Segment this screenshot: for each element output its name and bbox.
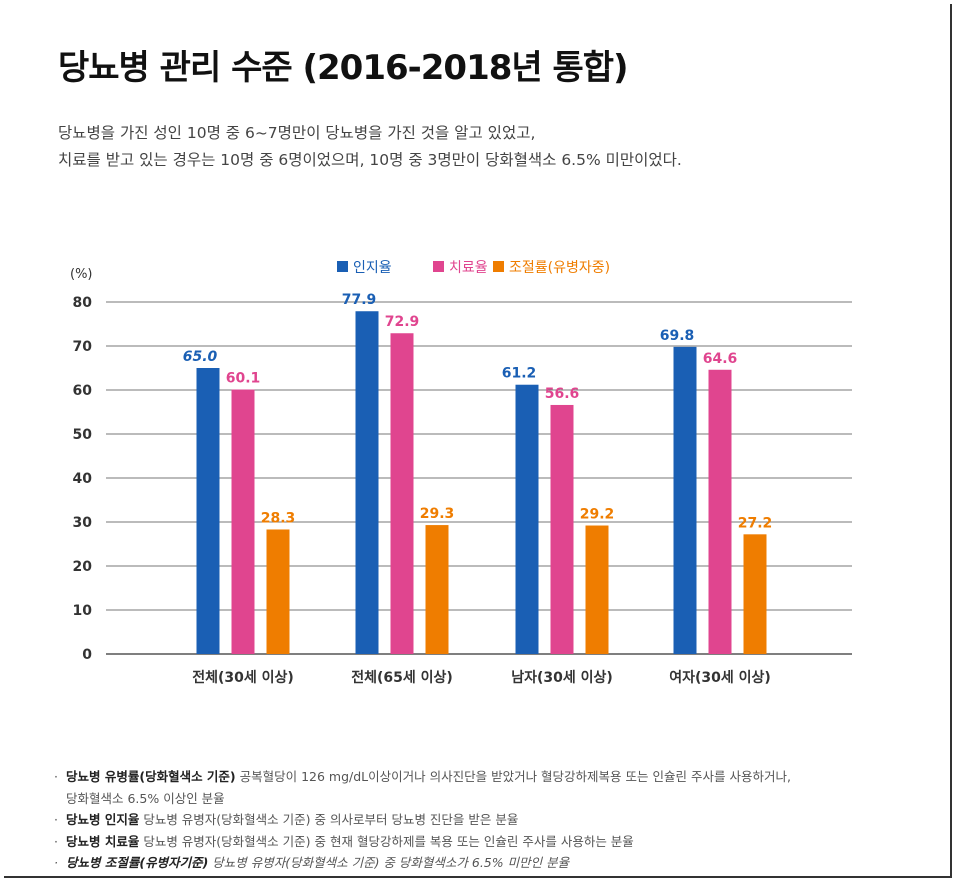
- x-tick-label: 전체(65세 이상): [351, 669, 453, 686]
- y-tick-label: 80: [73, 295, 93, 311]
- note-item: · 당뇨병 인지율 당뇨병 유병자(당화혈색소 기준) 중 의사로부터 당뇨병 진…: [54, 809, 928, 831]
- note-term: 당뇨병 인지율: [66, 812, 140, 827]
- bar: [266, 529, 290, 654]
- y-tick-label: 40: [73, 471, 93, 487]
- description-line: 당뇨병을 가진 성인 10명 중 6~7명만이 당뇨병을 가진 것을 알고 있었…: [58, 124, 536, 142]
- x-tick-label: 전체(30세 이상): [192, 669, 294, 686]
- data-label: 29.2: [580, 507, 615, 523]
- y-tick-label: 60: [73, 383, 93, 399]
- note-item: · 당뇨병 치료율 당뇨병 유병자(당화혈색소 기준) 중 현재 혈당강하제를 복…: [54, 831, 928, 853]
- note-term: 당뇨병 유병률(당화혈색소 기준): [66, 769, 236, 784]
- page-title: 당뇨병 관리 수준 (2016-2018년 통합): [58, 48, 629, 88]
- note-term: 당뇨병 치료율: [66, 833, 140, 849]
- page-frame: [4, 4, 952, 878]
- bar: [425, 525, 449, 654]
- data-label: 61.2: [502, 366, 537, 382]
- bar: [708, 369, 732, 654]
- definitions-notes: · 당뇨병 유병률(당화혈색소 기준) 공복혈당이 126 mg/dL이상이거나 …: [54, 766, 928, 874]
- bar: [196, 368, 220, 654]
- legend-swatch: [493, 261, 504, 272]
- legend-swatch: [433, 261, 444, 272]
- bar: [390, 333, 414, 654]
- data-label: 72.9: [385, 314, 420, 330]
- note-text: 공복혈당이 126 mg/dL이상이거나 의사진단을 받았거나 혈당강하제복용 …: [235, 769, 791, 784]
- x-tick-label: 남자(30세 이상): [511, 669, 613, 686]
- legend-label: 인지율: [353, 260, 392, 276]
- data-label: 69.8: [660, 328, 695, 344]
- bar: [355, 311, 379, 654]
- bullet-dot: ·: [54, 812, 58, 827]
- note-text: 당뇨병 유병자(당화혈색소 기준) 중 현재 혈당강하제를 복용 또는 인슐린 …: [139, 833, 634, 849]
- y-tick-label: 50: [73, 427, 93, 443]
- bar: [585, 525, 609, 654]
- bullet-dot: ·: [54, 769, 58, 784]
- bar-chart: 0 10 20 30 40 50 60 70 80 (%) 인지율 치료율 조절률(유병자중) 65.0 6…: [70, 260, 852, 686]
- y-tick-label: 70: [73, 339, 93, 355]
- bar: [231, 389, 255, 654]
- data-label: 77.9: [342, 292, 377, 308]
- y-axis-unit-label: (%): [70, 267, 93, 282]
- y-tick-label: 20: [73, 559, 93, 575]
- data-label: 28.3: [261, 510, 296, 526]
- note-text: 당뇨병 유병자(당화혈색소 기준) 중 당화혈색소가 6.5% 미만인 분율: [208, 855, 570, 870]
- data-label: 60.1: [226, 371, 261, 387]
- y-tick-label: 10: [73, 603, 93, 619]
- description: 당뇨병을 가진 성인 10명 중 6~7명만이 당뇨병을 가진 것을 알고 있었…: [58, 120, 682, 174]
- y-tick-label: 0: [82, 647, 92, 663]
- bar: [515, 384, 539, 654]
- data-label: 29.3: [420, 506, 455, 522]
- bar: [550, 404, 574, 654]
- x-tick-label: 여자(30세 이상): [669, 669, 771, 686]
- bullet-dot: ·: [54, 833, 58, 849]
- legend-label: 치료율: [449, 260, 488, 276]
- bar: [673, 346, 697, 654]
- note-term: 당뇨병 조절률(유병자기준): [66, 855, 209, 870]
- description-line: 치료를 받고 있는 경우는 10명 중 6명이었으며, 10명 중 3명만이 당…: [58, 151, 682, 169]
- legend-label: 조절률(유병자중): [509, 260, 610, 276]
- data-label: 65.0: [183, 349, 218, 365]
- data-label: 64.6: [703, 351, 738, 367]
- bullet-dot: ·: [54, 855, 58, 870]
- legend-swatch: [337, 261, 348, 272]
- bar: [743, 534, 767, 654]
- note-item: · 당뇨병 조절률(유병자기준) 당뇨병 유병자(당화혈색소 기준) 중 당화혈색…: [54, 852, 928, 874]
- note-text: 당뇨병 유병자(당화혈색소 기준) 중 의사로부터 당뇨병 진단을 받은 분율: [139, 812, 519, 827]
- note-item: · 당뇨병 유병률(당화혈색소 기준) 공복혈당이 126 mg/dL이상이거나 …: [54, 766, 928, 809]
- data-label: 56.6: [545, 386, 580, 402]
- note-text-continued: 당화혈색소 6.5% 이상인 분율: [66, 790, 225, 806]
- data-label: 27.2: [738, 515, 773, 531]
- y-tick-label: 30: [73, 515, 93, 531]
